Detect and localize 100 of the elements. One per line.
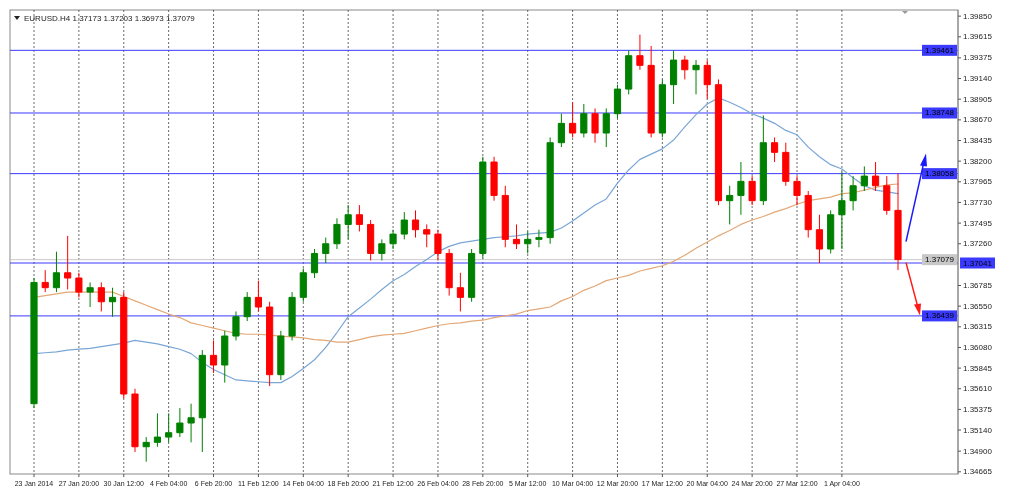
candlestick [232, 310, 240, 341]
candlestick [793, 175, 801, 206]
candlestick [468, 248, 476, 303]
y-tick-label: 1.35140 [963, 425, 993, 435]
candlestick [782, 142, 790, 187]
candlestick [434, 229, 442, 261]
candlestick [557, 113, 565, 148]
candlestick [625, 49, 633, 95]
candlestick [670, 49, 678, 105]
text: EURUSD.H4 1.37173 1.37203 1.36973 1.37079 [24, 13, 196, 23]
candlestick [490, 156, 498, 202]
candlestick [266, 301, 274, 387]
candlestick [64, 235, 72, 290]
candlestick [512, 223, 521, 250]
candlestick [860, 165, 868, 192]
y-tick-label: 1.37730 [963, 197, 993, 207]
y-tick-label: 1.36080 [963, 342, 993, 352]
candlestick [501, 185, 509, 248]
candlestick [423, 223, 431, 248]
y-tick-label: 1.37260 [963, 239, 993, 249]
candlestick [647, 45, 655, 138]
candlestick [389, 229, 397, 250]
candlestick [378, 238, 386, 261]
candlestick [871, 161, 880, 192]
candlestick [52, 251, 61, 293]
candlestick [30, 277, 38, 409]
candlestick [535, 229, 543, 248]
y-tick-label: 1.38200 [963, 156, 993, 166]
candlestick [838, 171, 846, 250]
candlestick [849, 175, 857, 211]
candlestick [580, 103, 588, 138]
candlestick [613, 84, 622, 119]
candlestick [131, 388, 139, 453]
ref-line-label: 1.38748 [925, 108, 955, 118]
candlestick [602, 107, 610, 148]
ref-line-label: 1.39461 [925, 45, 955, 55]
candlestick [411, 209, 420, 239]
candlestick [187, 403, 195, 443]
candlestick [153, 412, 162, 448]
candlestick [524, 230, 532, 254]
candlestick [445, 248, 453, 297]
ref-line-label: 1.38058 [925, 169, 955, 179]
ref-line-label: 1.37079 [925, 255, 955, 265]
ref-line-label: 1.36439 [925, 311, 955, 321]
candlestick [97, 281, 105, 312]
y-tick-label: 1.37965 [963, 177, 993, 187]
candlestick [198, 349, 206, 453]
candlestick [288, 291, 296, 341]
candlestick [221, 330, 229, 384]
candlestick [243, 291, 251, 322]
y-tick-label: 1.39615 [963, 32, 993, 42]
y-tick-label: 1.38435 [963, 136, 993, 145]
candlestick [726, 185, 734, 225]
candlestick [827, 209, 835, 254]
candlestick [176, 407, 184, 438]
candlestick [277, 330, 285, 381]
y-tick-label: 1.37495 [963, 218, 993, 228]
candlestick [456, 272, 464, 312]
candlestick [546, 136, 554, 245]
candlestick [479, 156, 487, 260]
candlestick [86, 281, 94, 308]
y-tick-label: 1.35845 [963, 363, 993, 373]
candlestick [333, 217, 341, 250]
candlestick [254, 280, 262, 312]
candlestick [165, 412, 173, 443]
candlestick [367, 219, 375, 261]
y-tick-label: 1.34900 [963, 446, 993, 456]
candlestick [703, 59, 711, 100]
candlestick [681, 55, 689, 80]
candlestick [658, 78, 666, 138]
candlestick [815, 214, 824, 264]
candlestick [692, 59, 700, 95]
y-tick-label: 1.34665 [963, 467, 993, 477]
candlestick [804, 190, 812, 239]
candlestick [310, 248, 319, 279]
candlestick [120, 291, 128, 399]
candlestick [75, 272, 83, 298]
candlestick [883, 175, 891, 216]
candlestick [894, 172, 902, 271]
y-tick-label: 1.39140 [963, 74, 993, 84]
candlestick [714, 78, 723, 206]
candlestick [759, 114, 767, 206]
candlestick [748, 175, 756, 206]
y-tick-label: 1.36550 [963, 301, 993, 311]
candlestick [400, 211, 408, 240]
candlestick [770, 136, 779, 163]
candlestick [737, 161, 745, 216]
y-tick-label: 1.35375 [963, 404, 993, 414]
y-tick-label: 1.35610 [963, 384, 993, 394]
candlestick [344, 204, 352, 240]
ref-line-label: 1.37041 [963, 258, 993, 268]
candlestick [142, 436, 150, 463]
candlestick [569, 101, 577, 138]
candlestick [108, 287, 117, 318]
y-tick-label: 1.38670 [963, 115, 993, 125]
candlestick [355, 204, 363, 232]
candlestick [636, 34, 644, 71]
candlestick [299, 267, 307, 303]
y-tick-label: 1.39375 [963, 53, 993, 63]
candlestick [41, 269, 49, 293]
